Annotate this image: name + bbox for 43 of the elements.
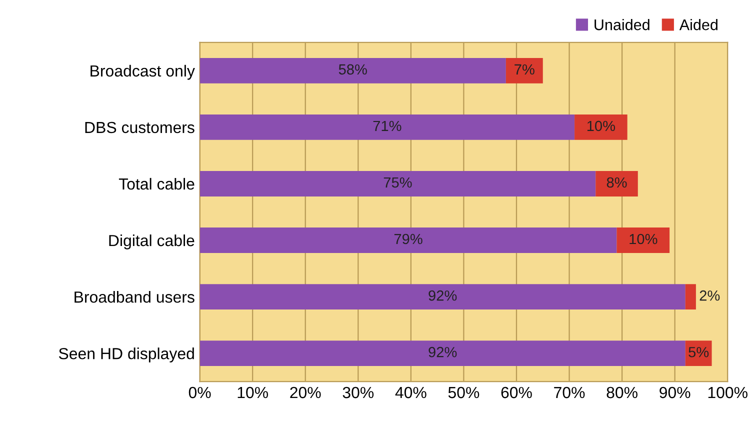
- bar: [596, 171, 638, 196]
- x-tick-label: 100%: [708, 386, 748, 398]
- data-label: 92%: [428, 346, 457, 358]
- y-tick-label: Seen HD displayed: [58, 348, 194, 362]
- x-tick-label: 20%: [290, 386, 321, 398]
- y-tick-label: DBS customers: [85, 122, 194, 134]
- bar: [685, 340, 712, 366]
- bar: [200, 284, 686, 310]
- data-label: 10%: [587, 120, 616, 132]
- x-tick-label: 10%: [238, 386, 268, 398]
- data-label: 58%: [338, 64, 367, 75]
- y-tick-label: Total cable: [118, 178, 194, 190]
- x-tick-label: 30%: [342, 386, 374, 398]
- data-label: 79%: [394, 234, 422, 244]
- data-label: 75%: [384, 177, 412, 188]
- bar: [200, 114, 575, 140]
- x-tick-label: 40%: [395, 386, 426, 398]
- bar: [574, 114, 628, 140]
- x-tick-label: 60%: [501, 386, 532, 398]
- x-tick-label: 90%: [660, 386, 690, 398]
- legend-label: Aided: [679, 18, 718, 30]
- data-label: 5%: [688, 346, 709, 358]
- bar: [685, 284, 696, 310]
- bar: [200, 171, 596, 196]
- x-tick-label: 70%: [554, 386, 585, 398]
- data-label: 10%: [630, 234, 658, 244]
- y-tick-label: Digital cable: [109, 234, 194, 250]
- data-label: 92%: [428, 290, 457, 301]
- x-tick-label: 50%: [448, 386, 480, 398]
- bar: [506, 58, 543, 84]
- bar: [616, 228, 670, 253]
- data-label: 7%: [514, 64, 534, 75]
- x-tick-label: 0%: [188, 386, 211, 398]
- data-label: 8%: [606, 177, 627, 188]
- data-label: 71%: [373, 120, 402, 132]
- bar: [200, 228, 617, 253]
- x-tick-label: 80%: [606, 386, 638, 398]
- y-tick-label: Broadband users: [74, 291, 194, 303]
- y-tick-label: Broadcast only: [90, 64, 195, 80]
- bar: [200, 340, 686, 366]
- data-label: 2%: [700, 290, 720, 301]
- bar: [200, 58, 506, 84]
- legend-label: Unaided: [594, 18, 650, 30]
